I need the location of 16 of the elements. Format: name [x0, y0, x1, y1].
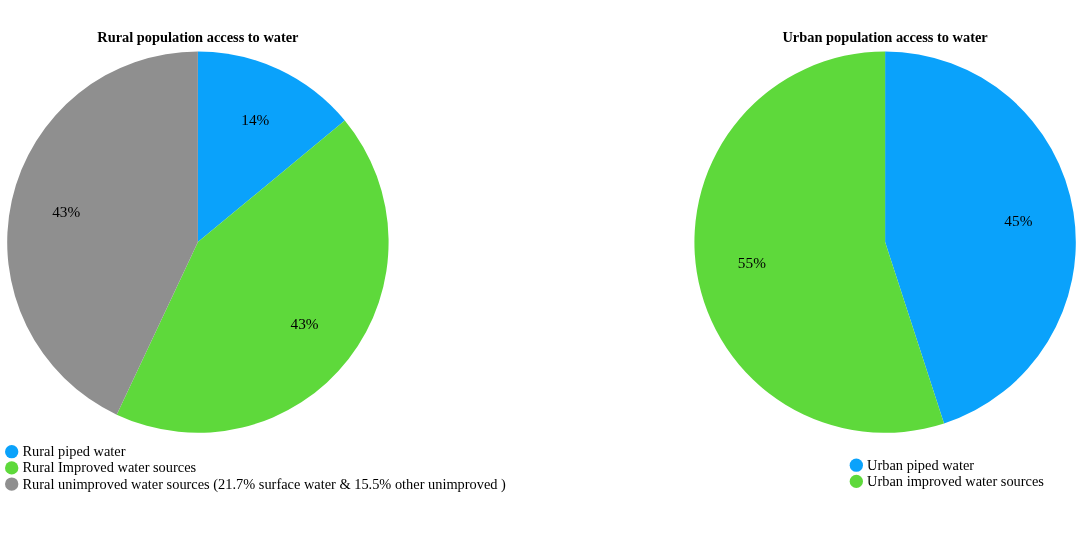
data-label: 55% [737, 253, 767, 271]
data-label: 14% [241, 110, 270, 128]
legend-label: Rural piped water [22, 443, 126, 460]
chart-title: Urban population access to water [782, 29, 989, 46]
pie-slice [694, 51, 945, 433]
legend-label: Urban piped water [867, 456, 975, 473]
data-label: 43% [52, 203, 81, 221]
pie-slice [885, 51, 1076, 424]
data-label: 43% [290, 315, 319, 333]
chart-title: Rural population access to water [97, 29, 300, 46]
legend-label: Rural unimproved water sources (21.7% surface water & 15.5% other unimproved ) [22, 475, 507, 493]
legend-label: Rural Improved water sources [22, 459, 197, 476]
pie-slice [197, 51, 345, 243]
data-label: 45% [1004, 211, 1033, 229]
legend-label: Urban improved water sources [867, 472, 1045, 489]
pie-slice [7, 51, 198, 415]
